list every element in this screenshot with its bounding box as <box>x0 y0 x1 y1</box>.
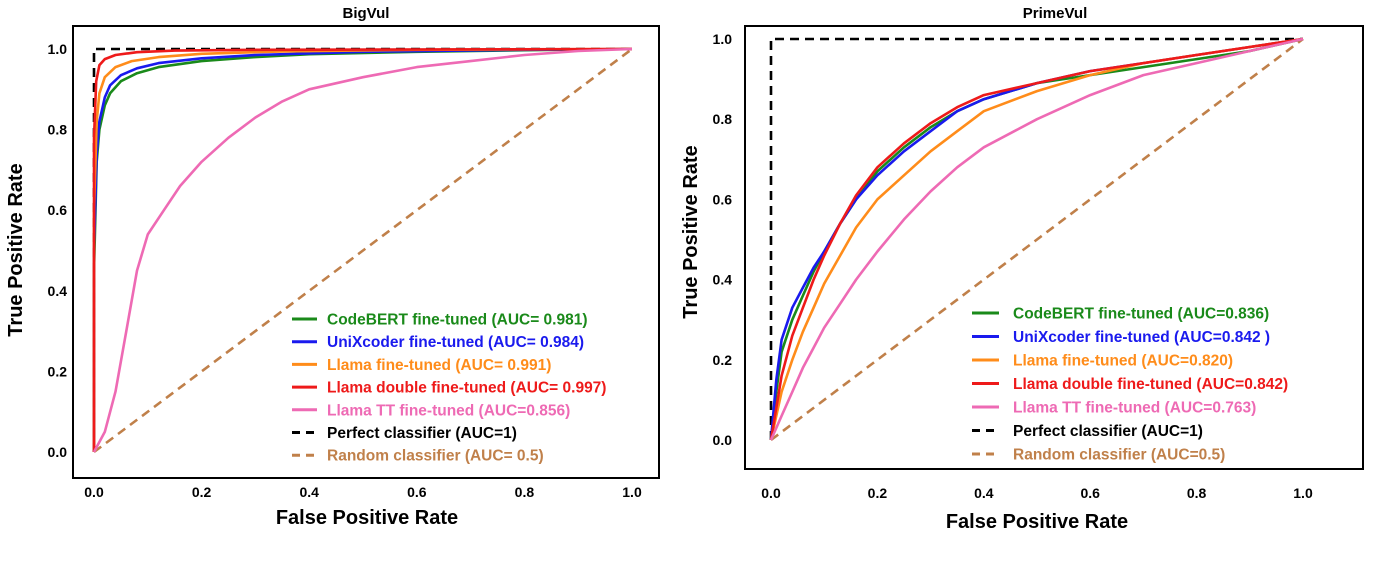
legend-label: Llama TT fine-tuned (AUC=0.856) <box>327 402 570 419</box>
roc-curve-6 <box>770 37 1304 442</box>
x-tick-label: 1.0 <box>1293 485 1313 501</box>
series-group <box>769 37 1304 442</box>
legend-label: Llama double fine-tuned (AUC=0.842) <box>1013 376 1288 393</box>
roc-curve-3 <box>769 37 1304 441</box>
legend-label: Perfect classifier (AUC=1) <box>1013 423 1203 440</box>
y-tick-label: 0.6 <box>48 202 68 218</box>
y-tick-label: 0.4 <box>713 272 733 288</box>
y-tick-label: 0.4 <box>48 283 68 299</box>
y-tick-label: 0.2 <box>48 363 68 379</box>
chart-title: BigVul <box>343 5 390 22</box>
x-tick-label: 0.0 <box>84 484 104 500</box>
x-tick-label: 0.0 <box>761 485 781 501</box>
y-axis-label: True Positive Rate <box>680 145 702 318</box>
roc-curve-4 <box>92 47 633 453</box>
legend-label: UniXcoder fine-tuned (AUC=0.842 ) <box>1013 329 1270 346</box>
roc-curve-4 <box>769 37 1304 441</box>
legend-label: CodeBERT fine-tuned (AUC=0.836) <box>1013 306 1269 323</box>
y-axis-label: True Positive Rate <box>5 163 27 336</box>
x-tick-label: 0.8 <box>515 484 535 500</box>
x-tick-label: 0.6 <box>1080 485 1100 501</box>
plot-frame <box>72 25 660 479</box>
chart-bigvul: BigVul 0.0 0.2 0.4 0.6 0.8 1.0 0.00.20.40.60.… <box>5 5 660 529</box>
roc-curve-2 <box>92 47 633 452</box>
legend: CodeBERT fine-tuned (AUC= 0.981) UniXcode… <box>292 312 606 465</box>
series-group <box>92 47 633 454</box>
x-tick-label: 0.2 <box>192 484 212 500</box>
y-tick-label: 0.8 <box>48 122 68 138</box>
y-tick-label: 0.2 <box>713 352 733 368</box>
legend-label: CodeBERT fine-tuned (AUC= 0.981) <box>327 312 588 329</box>
x-tick-label: 0.2 <box>868 485 888 501</box>
y-tick-label: 0.0 <box>713 432 733 448</box>
legend-label: Llama fine-tuned (AUC=0.820) <box>1013 353 1233 370</box>
y-tick-group: 0.0 0.2 0.4 0.6 0.8 1.0 <box>48 41 68 460</box>
x-tick-label: 0.4 <box>299 484 319 500</box>
plot-frame <box>744 25 1364 470</box>
x-tick-label: 0.4 <box>974 485 994 501</box>
x-tick-label: 0.8 <box>1187 485 1207 501</box>
roc-curve-0 <box>769 37 1304 441</box>
x-tick-group: 0.0 0.2 0.4 0.6 0.8 1.0 <box>761 485 1313 501</box>
x-tick-group: 0.0 0.2 0.4 0.6 0.8 1.0 <box>84 484 642 500</box>
legend-label: Llama fine-tuned (AUC= 0.991) <box>327 357 551 374</box>
y-tick-label: 0.6 <box>713 191 733 207</box>
x-tick-label: 1.0 <box>622 484 642 500</box>
y-tick-label: 1.0 <box>48 41 68 57</box>
y-tick-label: 0.0 <box>48 444 68 460</box>
y-tick-label: 1.0 <box>713 31 733 47</box>
legend-label: Perfect classifier (AUC=1) <box>327 425 517 442</box>
x-axis-label: False Positive Rate <box>276 507 458 529</box>
roc-curve-5 <box>769 37 1303 440</box>
legend-label: Random classifier (AUC=0.5) <box>1013 447 1225 464</box>
roc-curve-3 <box>92 47 633 452</box>
legend-label: Llama double fine-tuned (AUC= 0.997) <box>327 380 606 397</box>
legend-label: Llama TT fine-tuned (AUC=0.763) <box>1013 400 1256 417</box>
y-tick-label: 0.8 <box>713 111 733 127</box>
legend-label: Random classifier (AUC= 0.5) <box>327 448 544 465</box>
x-axis-label: False Positive Rate <box>946 511 1128 533</box>
roc-curve-6 <box>93 47 633 454</box>
legend-label: UniXcoder fine-tuned (AUC= 0.984) <box>327 334 584 351</box>
x-tick-label: 0.6 <box>407 484 427 500</box>
chart-primevul: PrimeVul 0.0 0.2 0.4 0.6 0.8 1.0 0.0 0.2 0.4 0.6… <box>680 5 1364 533</box>
chart-title: PrimeVul <box>1023 5 1087 22</box>
y-tick-group: 0.0 0.2 0.4 0.6 0.8 1.0 <box>713 31 733 448</box>
legend: CodeBERT fine-tuned (AUC=0.836) UniXcoder… <box>972 306 1288 464</box>
